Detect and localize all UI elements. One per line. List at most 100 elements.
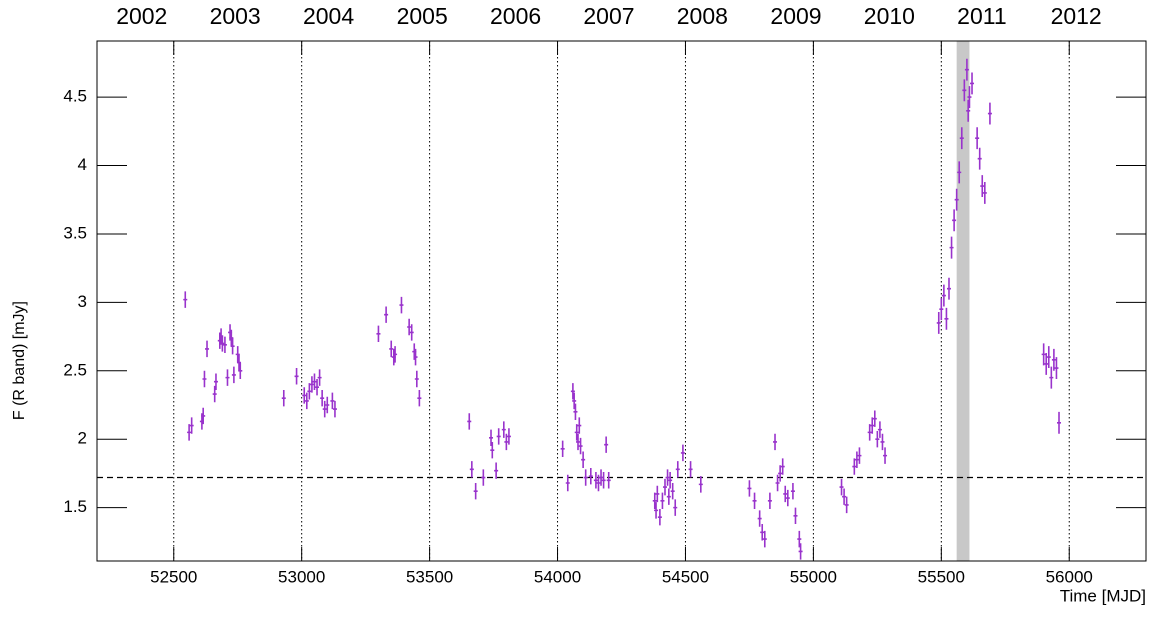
data-point [317,369,322,386]
data-point [407,318,412,336]
data-point [230,337,235,355]
year-label: 2004 [303,3,354,29]
data-point [604,436,609,453]
data-point [1046,346,1051,369]
data-point [205,340,210,358]
y-tick-label: 3.5 [63,223,87,242]
data-point [1057,411,1062,434]
data-point [957,161,962,184]
data-point [231,366,236,384]
data-point [946,277,951,300]
year-label: 2008 [677,3,728,29]
data-point [413,348,418,366]
data-point [964,58,969,81]
year-label: 2005 [397,3,448,29]
data-point [213,373,218,390]
data-point [970,72,975,95]
year-label: 2009 [770,3,821,29]
x-tick-label: 54500 [662,567,709,586]
data-point [393,346,398,363]
data-point [322,400,327,418]
data-point [941,284,946,307]
data-point [572,392,577,410]
data-point [752,492,757,509]
data-point [877,421,882,438]
data-point [747,480,752,497]
data-point [977,147,982,170]
data-point [309,376,314,393]
data-point [469,461,474,478]
data-point [596,474,601,492]
data-point [839,478,844,496]
data-point [229,329,234,347]
data-point [501,421,506,438]
data-point [315,379,320,396]
data-point [599,469,604,486]
data-point [967,86,972,109]
data-point [962,79,967,102]
data-point [506,428,511,445]
data-point [417,389,422,407]
data-point [785,489,790,507]
data-point [376,325,381,343]
data-point [790,483,795,500]
year-label: 2002 [116,3,167,29]
data-point [757,510,762,527]
data-point [793,507,798,525]
data-point [668,472,673,489]
data-point [467,413,472,430]
data-point [665,469,670,486]
data-point [883,447,888,464]
data-point [798,543,803,560]
data-point [875,431,880,448]
data-point [473,483,478,500]
data-point [654,502,659,519]
data-point [577,417,582,434]
y-tick-label: 4 [78,155,87,174]
data-point [481,469,486,486]
data-point [767,492,772,509]
data-point [225,369,230,386]
data-point [949,236,954,259]
data-point [666,488,671,505]
x-tick-label: 53500 [406,567,453,586]
data-point [982,181,987,204]
data-point [389,340,394,358]
x-tick-label: 52500 [150,567,197,586]
y-tick-label: 3 [78,292,87,311]
data-point [670,483,675,500]
data-point [384,306,389,323]
x-axis-label: Time [MJD] [1060,586,1146,605]
data-point [797,530,802,548]
data-point [578,437,583,455]
data-point [655,485,660,503]
data-point [581,451,586,468]
data-point [583,469,588,486]
data-point [775,474,780,492]
year-label: 2006 [490,3,541,29]
data-point [302,387,307,404]
data-point [212,385,217,403]
data-point [187,424,192,441]
data-point [304,392,309,410]
data-point [601,472,606,489]
data-point [952,209,957,232]
y-tick-label: 2.5 [63,360,87,379]
data-point [673,499,678,516]
data-point [588,467,593,485]
data-point [189,417,194,434]
data-point [980,175,985,197]
data-point [202,370,207,388]
year-label: 2012 [1051,3,1102,29]
y-axis-label: F (R band) [mJy] [11,301,28,420]
data-point [1051,348,1056,371]
data-point [870,417,875,434]
data-point [857,447,862,464]
data-point [220,335,225,352]
data-point [574,424,579,441]
data-point [675,461,680,478]
data-point [183,291,188,308]
data-point [332,400,337,418]
data-point [987,102,992,125]
data-point [780,458,785,475]
